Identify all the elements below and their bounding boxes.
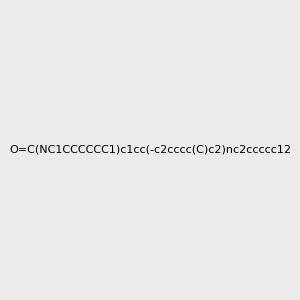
Text: O=C(NC1CCCCCC1)c1cc(-c2cccc(C)c2)nc2ccccc12: O=C(NC1CCCCCC1)c1cc(-c2cccc(C)c2)nc2cccc… bbox=[9, 145, 291, 155]
